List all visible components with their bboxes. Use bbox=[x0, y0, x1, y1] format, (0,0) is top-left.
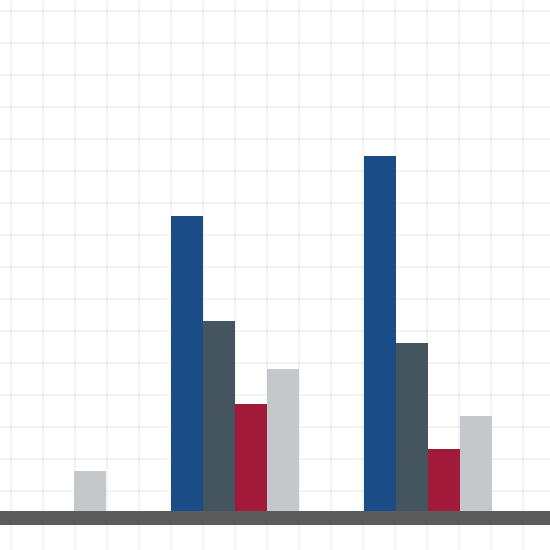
plot-area bbox=[0, 0, 550, 511]
x-axis bbox=[0, 511, 550, 525]
bar bbox=[171, 216, 203, 511]
bar-chart bbox=[0, 0, 550, 550]
bar bbox=[203, 321, 235, 511]
bar bbox=[396, 343, 428, 511]
bar bbox=[428, 449, 460, 511]
bar bbox=[235, 404, 267, 511]
bar bbox=[267, 369, 299, 511]
bar bbox=[460, 416, 492, 511]
bar bbox=[364, 156, 396, 511]
bar bbox=[74, 471, 106, 511]
